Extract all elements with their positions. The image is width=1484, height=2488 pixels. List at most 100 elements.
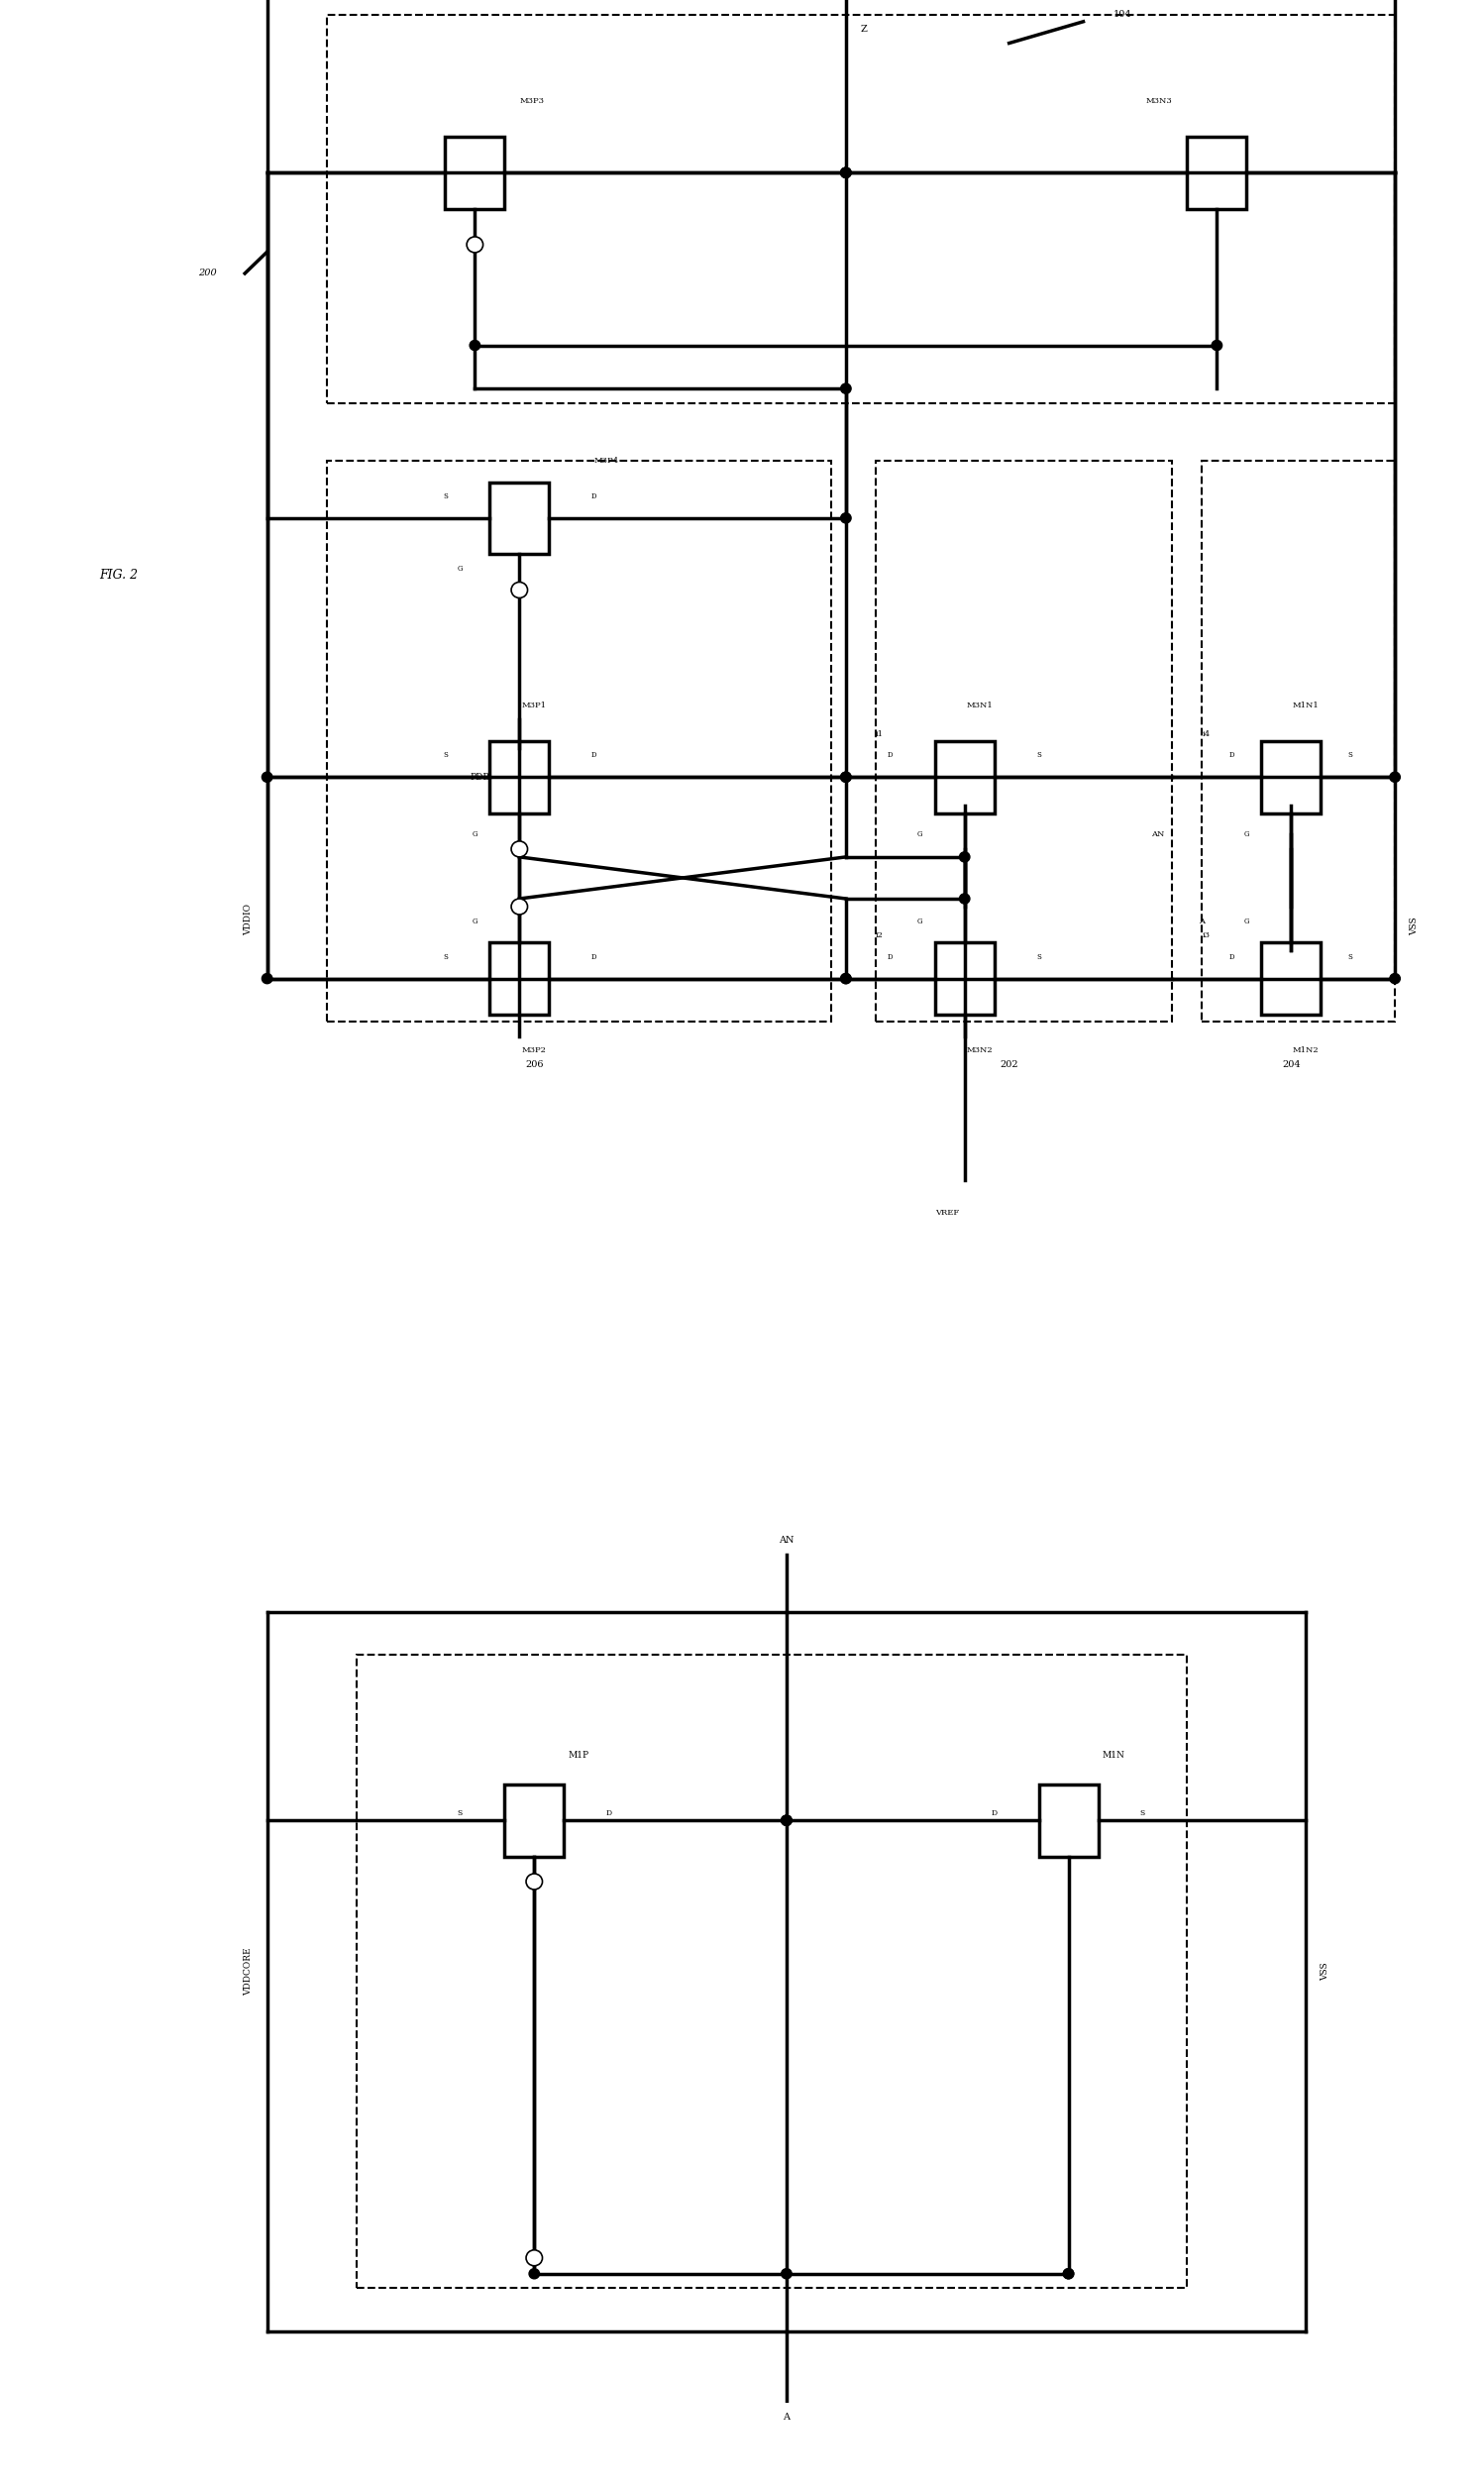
Circle shape [840,167,852,177]
Circle shape [525,1873,543,1888]
Circle shape [510,841,528,856]
Circle shape [959,851,971,861]
Bar [1039,1784,1098,1856]
Text: M1P: M1P [568,1752,589,1759]
Bar [490,483,549,555]
Text: D: D [591,493,597,500]
Text: D: D [591,751,597,759]
Text: G: G [1244,918,1250,926]
Text: D: D [887,751,893,759]
Text: G: G [917,918,923,926]
Text: D: D [991,1809,997,1816]
Text: VSS: VSS [1410,918,1419,935]
Bar [935,943,994,1015]
Text: AN: AN [779,1535,794,1545]
Text: S: S [442,953,448,960]
Text: i3: i3 [1202,931,1209,940]
Circle shape [1212,341,1223,351]
Circle shape [261,973,273,983]
Text: M3P3: M3P3 [519,97,545,104]
Bar [326,15,1395,403]
Text: G: G [472,918,478,926]
Text: M1N1: M1N1 [1293,702,1319,709]
Bar [490,741,549,814]
Text: VSS: VSS [1321,1963,1330,1980]
Circle shape [525,2249,543,2267]
Circle shape [1391,771,1401,781]
Text: S: S [1347,953,1353,960]
Text: S: S [442,493,448,500]
Circle shape [1063,2269,1073,2279]
Bar [505,1784,564,1856]
Text: 200: 200 [199,269,217,279]
Text: 204: 204 [1282,1060,1300,1070]
Bar [1261,943,1321,1015]
Circle shape [840,771,852,781]
Bar [1202,460,1395,1023]
Text: D: D [1229,751,1235,759]
Text: M3P4: M3P4 [594,455,619,465]
Bar [1187,137,1247,209]
Circle shape [840,513,852,522]
Text: S: S [1347,751,1353,759]
Circle shape [1063,2269,1073,2279]
Text: S: S [442,751,448,759]
Text: M3N2: M3N2 [966,1047,993,1055]
Circle shape [959,893,971,903]
Circle shape [261,771,273,781]
Bar [490,943,549,1015]
Text: M1N: M1N [1101,1752,1125,1759]
Circle shape [840,973,852,983]
Text: D: D [1229,953,1235,960]
Bar [326,460,831,1023]
Circle shape [781,2269,792,2279]
Bar [1261,741,1321,814]
Text: Z: Z [861,25,868,32]
Bar [935,741,994,814]
Text: G: G [472,831,478,838]
Circle shape [840,973,852,983]
Circle shape [1391,973,1401,983]
Text: PDB: PDB [470,774,490,781]
Text: G: G [457,565,463,572]
Text: S: S [1140,1809,1146,1816]
Text: VREF: VREF [935,1209,959,1217]
Bar [445,137,505,209]
Circle shape [510,898,528,916]
Text: M1N2: M1N2 [1293,1047,1319,1055]
Circle shape [466,236,484,254]
Text: M3P2: M3P2 [522,1047,546,1055]
Circle shape [528,2269,540,2279]
Circle shape [781,1816,792,1826]
Circle shape [840,383,852,393]
Circle shape [781,1816,792,1826]
Text: A: A [1199,918,1205,926]
Text: 206: 206 [525,1060,543,1070]
Text: A: A [784,2413,789,2423]
Text: D: D [887,953,893,960]
Text: S: S [1036,751,1042,759]
Text: D: D [591,953,597,960]
Text: M3N1: M3N1 [966,702,993,709]
Text: i4: i4 [1202,729,1209,739]
Text: VDDIO: VDDIO [243,903,252,935]
Text: i2: i2 [876,931,883,940]
Text: 202: 202 [1000,1060,1018,1070]
Circle shape [469,341,481,351]
Text: G: G [917,831,923,838]
Text: G: G [1244,831,1250,838]
Bar [356,1655,1187,2289]
Text: S: S [1036,953,1042,960]
Circle shape [840,771,852,781]
Text: FIG. 2: FIG. 2 [99,570,138,582]
Circle shape [510,582,528,597]
Bar [876,460,1172,1023]
Text: S: S [457,1809,463,1816]
Text: 104: 104 [1113,10,1131,20]
Text: M3P1: M3P1 [522,702,546,709]
Circle shape [840,167,852,177]
Text: VDDCORE: VDDCORE [243,1948,252,1995]
Text: D: D [605,1809,611,1816]
Circle shape [840,167,852,177]
Text: AN: AN [1152,831,1163,838]
